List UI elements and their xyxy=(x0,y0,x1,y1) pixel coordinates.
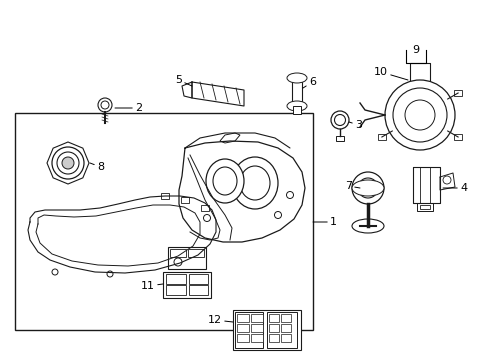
Circle shape xyxy=(357,178,377,198)
Circle shape xyxy=(384,80,454,150)
Circle shape xyxy=(330,111,348,129)
Bar xyxy=(189,285,207,295)
Bar xyxy=(268,314,279,322)
Bar xyxy=(281,334,290,342)
Bar xyxy=(416,203,432,211)
Bar xyxy=(281,314,290,322)
Bar xyxy=(232,310,301,350)
Circle shape xyxy=(52,147,84,179)
Text: 5: 5 xyxy=(175,75,192,86)
Circle shape xyxy=(62,157,74,169)
Bar xyxy=(165,285,185,295)
Bar xyxy=(453,134,461,140)
Text: 12: 12 xyxy=(207,315,232,325)
Text: 3: 3 xyxy=(348,120,361,130)
Circle shape xyxy=(274,211,281,219)
Text: 8: 8 xyxy=(90,162,104,172)
Bar xyxy=(201,205,208,211)
Circle shape xyxy=(174,258,182,266)
Ellipse shape xyxy=(231,157,278,209)
Bar xyxy=(181,197,189,203)
Ellipse shape xyxy=(351,219,383,233)
Bar xyxy=(250,324,263,332)
Circle shape xyxy=(172,262,178,268)
Bar xyxy=(292,106,301,114)
Bar xyxy=(281,324,290,332)
Bar xyxy=(377,134,385,140)
Bar xyxy=(237,324,248,332)
Bar xyxy=(266,312,296,348)
Polygon shape xyxy=(220,133,240,143)
Bar xyxy=(250,334,263,342)
Text: 7: 7 xyxy=(344,181,359,191)
Circle shape xyxy=(334,114,345,126)
Bar xyxy=(235,312,263,348)
Circle shape xyxy=(101,101,109,109)
Bar xyxy=(237,334,248,342)
Text: 4: 4 xyxy=(442,183,466,193)
Text: 1: 1 xyxy=(312,217,336,227)
Bar xyxy=(187,249,203,257)
Bar xyxy=(168,247,205,269)
Ellipse shape xyxy=(205,159,244,203)
Text: 11: 11 xyxy=(141,281,163,291)
Bar xyxy=(335,136,343,141)
Bar xyxy=(237,314,248,322)
Circle shape xyxy=(52,269,58,275)
Bar xyxy=(250,314,263,322)
Circle shape xyxy=(107,271,113,277)
Bar xyxy=(161,193,169,199)
Circle shape xyxy=(286,192,293,198)
Bar xyxy=(170,249,185,257)
Text: 2: 2 xyxy=(115,103,142,113)
Text: 9: 9 xyxy=(411,45,419,55)
Bar xyxy=(165,274,185,284)
Text: 10: 10 xyxy=(373,67,407,80)
Circle shape xyxy=(98,98,112,112)
Circle shape xyxy=(203,215,210,221)
Circle shape xyxy=(442,176,450,184)
Ellipse shape xyxy=(286,101,306,111)
Ellipse shape xyxy=(213,167,237,195)
Bar xyxy=(268,334,279,342)
Circle shape xyxy=(351,172,383,204)
Bar xyxy=(419,205,429,209)
Circle shape xyxy=(404,100,434,130)
Bar xyxy=(291,78,302,106)
Polygon shape xyxy=(47,142,89,184)
Circle shape xyxy=(57,152,79,174)
Ellipse shape xyxy=(240,166,269,200)
Circle shape xyxy=(392,88,446,142)
Bar xyxy=(453,90,461,96)
Bar xyxy=(163,272,210,298)
Bar xyxy=(189,274,207,284)
Bar xyxy=(15,113,312,330)
Ellipse shape xyxy=(286,73,306,83)
Text: 6: 6 xyxy=(303,77,315,88)
Ellipse shape xyxy=(351,180,383,196)
Bar xyxy=(268,324,279,332)
